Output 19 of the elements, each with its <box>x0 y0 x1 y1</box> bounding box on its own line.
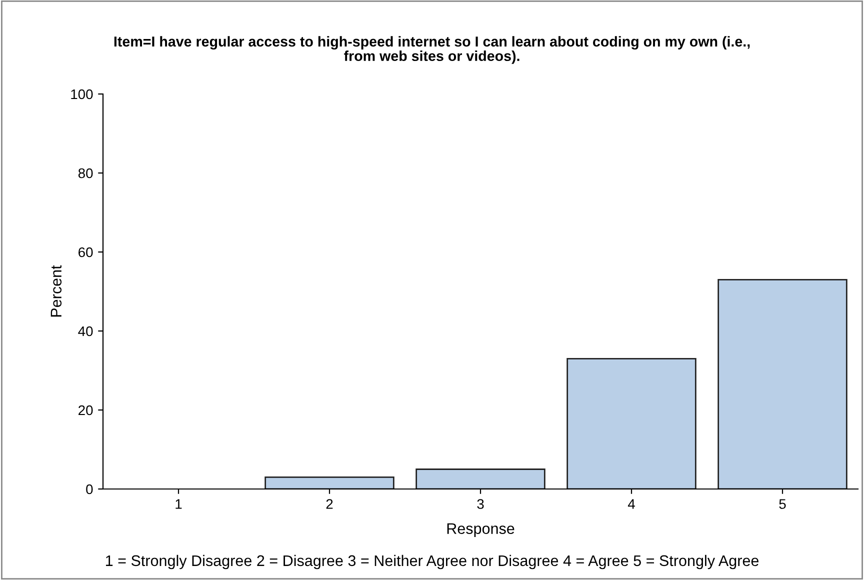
x-tick-label: 3 <box>477 499 484 509</box>
x-axis-title: Response <box>447 523 514 538</box>
y-tick-label: 100 <box>71 89 93 100</box>
y-tick-label: 60 <box>78 247 93 258</box>
x-tick-label: 1 <box>176 499 182 509</box>
bar <box>566 358 696 489</box>
y-tick-label: 40 <box>78 326 93 336</box>
y-axis-title: Percent <box>50 265 62 317</box>
bar <box>264 476 394 489</box>
y-tick-label: 80 <box>78 168 93 178</box>
y-tick-label: 20 <box>78 405 93 416</box>
bar <box>718 278 848 489</box>
x-tick-label: 4 <box>628 499 635 509</box>
y-tick-label: 0 <box>86 484 93 494</box>
text: 1 = Strongly Disagree 2 = Disagree 3 = Neither Agree nor Disagree 4 = Agree 5 = Strongly Agree <box>106 554 759 570</box>
chart-title: Item=I have regular access to high-speed internet so I can learn about coding on my own (i.e., from web sites or videos). <box>114 36 750 64</box>
x-tick-label: 5 <box>779 499 786 509</box>
x-tick-label: 2 <box>326 499 333 509</box>
bar <box>416 468 546 489</box>
